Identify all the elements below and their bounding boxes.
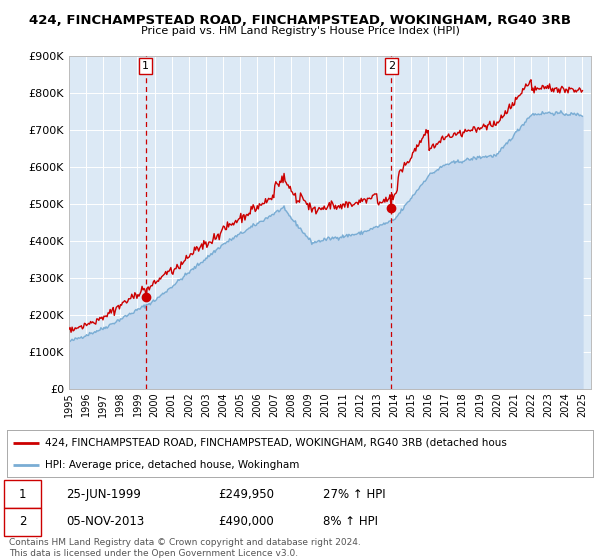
Text: 05-NOV-2013: 05-NOV-2013 [66, 515, 144, 528]
Text: 1: 1 [19, 488, 26, 501]
Text: Price paid vs. HM Land Registry's House Price Index (HPI): Price paid vs. HM Land Registry's House … [140, 26, 460, 36]
FancyBboxPatch shape [4, 508, 41, 536]
Text: 424, FINCHAMPSTEAD ROAD, FINCHAMPSTEAD, WOKINGHAM, RG40 3RB (detached hous: 424, FINCHAMPSTEAD ROAD, FINCHAMPSTEAD, … [45, 438, 507, 448]
Text: 2: 2 [19, 515, 26, 528]
Text: 424, FINCHAMPSTEAD ROAD, FINCHAMPSTEAD, WOKINGHAM, RG40 3RB: 424, FINCHAMPSTEAD ROAD, FINCHAMPSTEAD, … [29, 14, 571, 27]
Text: 2: 2 [388, 61, 395, 71]
FancyBboxPatch shape [4, 480, 41, 508]
Text: HPI: Average price, detached house, Wokingham: HPI: Average price, detached house, Woki… [45, 460, 299, 470]
Text: 25-JUN-1999: 25-JUN-1999 [66, 488, 140, 501]
Text: 1: 1 [142, 61, 149, 71]
Text: 8% ↑ HPI: 8% ↑ HPI [323, 515, 379, 528]
Text: £249,950: £249,950 [218, 488, 274, 501]
Text: 27% ↑ HPI: 27% ↑ HPI [323, 488, 386, 501]
Text: £490,000: £490,000 [218, 515, 274, 528]
Text: Contains HM Land Registry data © Crown copyright and database right 2024.: Contains HM Land Registry data © Crown c… [9, 538, 361, 547]
Text: This data is licensed under the Open Government Licence v3.0.: This data is licensed under the Open Gov… [9, 549, 298, 558]
